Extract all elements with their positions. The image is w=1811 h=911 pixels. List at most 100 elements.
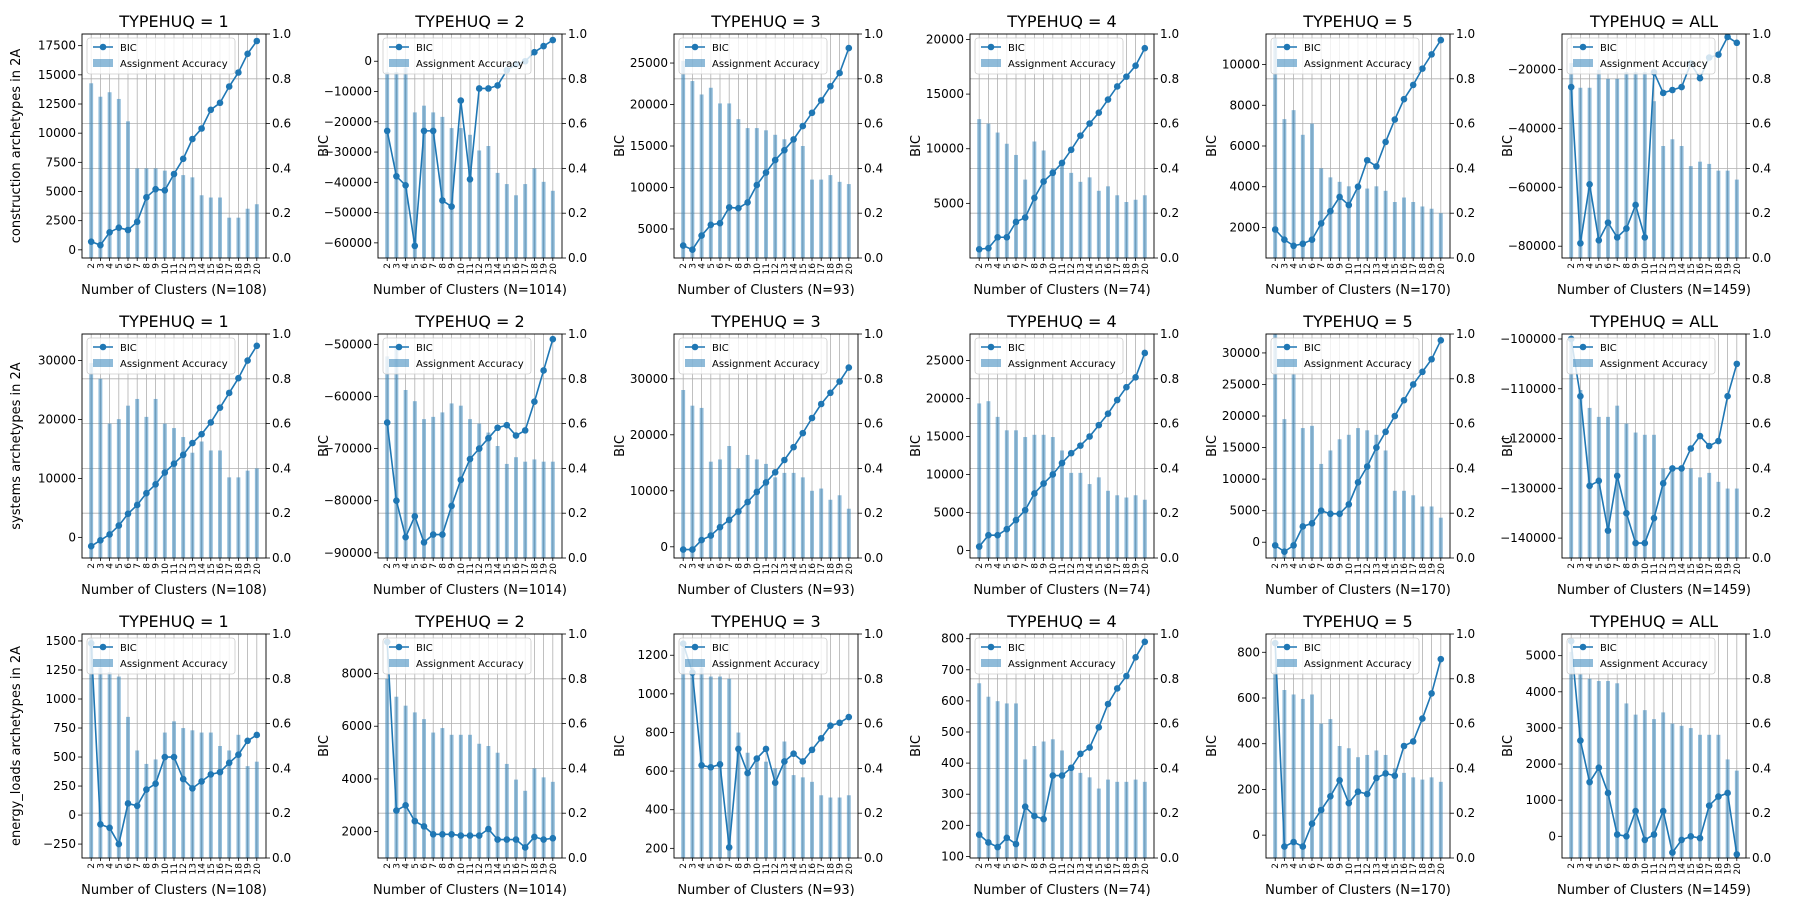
y-tick-label: 20000 <box>926 32 964 46</box>
bic-point <box>1437 36 1445 44</box>
accuracy-bar <box>172 721 176 858</box>
bic-point <box>1281 236 1288 243</box>
y2-tick-label: 0.8 <box>1752 372 1771 386</box>
legend-box <box>678 337 828 375</box>
legend-label-accuracy: Assignment Accuracy <box>120 59 228 70</box>
accuracy-bar <box>468 419 472 558</box>
bic-point <box>235 751 242 759</box>
y-tick-label: −100000 <box>1500 332 1556 346</box>
accuracy-bar <box>1429 506 1434 558</box>
bic-point <box>1641 234 1649 241</box>
y2-tick-label: 0.4 <box>568 161 587 175</box>
y-tick-label: 10000 <box>38 126 76 140</box>
x-tick-label: 3 <box>392 863 402 869</box>
bic-point <box>1632 201 1639 209</box>
accuracy-bar <box>1273 38 1278 259</box>
x-tick-label: 9 <box>1632 263 1642 269</box>
legend-label-accuracy: Assignment Accuracy <box>1008 59 1116 70</box>
bic-point <box>799 429 807 437</box>
x-tick-label: 14 <box>1086 563 1096 575</box>
accuracy-bar <box>782 472 787 558</box>
x-tick-label: 15 <box>1391 863 1401 874</box>
y-tick-label: 1000 <box>637 687 668 701</box>
x-tick-label: 4 <box>994 863 1004 869</box>
legend-label-accuracy: Assignment Accuracy <box>1304 359 1412 370</box>
x-tick-label: 5 <box>115 863 125 869</box>
x-tick-label: 14 <box>494 863 504 875</box>
x-tick-label: 6 <box>1604 263 1614 269</box>
x-tick-label: 10 <box>1345 263 1355 275</box>
bic-point <box>1623 509 1630 517</box>
accuracy-bar <box>116 98 121 259</box>
x-tick-label: 17 <box>1409 863 1419 874</box>
x-tick-label: 20 <box>845 563 855 575</box>
accuracy-bar <box>819 795 824 858</box>
y2-tick-label: 0.0 <box>864 551 883 565</box>
y-tick-label: −50000 <box>324 337 372 351</box>
bic-point <box>244 357 251 364</box>
accuracy-bar <box>837 797 842 858</box>
bic-point <box>161 753 169 761</box>
accuracy-bar <box>1106 779 1110 858</box>
accuracy-bar <box>504 763 509 858</box>
x-tick-label: 18 <box>1714 263 1724 275</box>
y-tick-label: 7500 <box>45 155 76 169</box>
x-tick-label: 13 <box>1076 563 1086 574</box>
accuracy-bar <box>727 678 732 858</box>
accuracy-bar <box>1420 506 1425 558</box>
accuracy-bar <box>1383 450 1388 558</box>
y2-tick-label: 0.2 <box>1160 806 1179 820</box>
bic-point <box>799 758 807 765</box>
x-tick-label: 2 <box>679 563 689 569</box>
x-tick-label: 10 <box>161 863 171 875</box>
y2-tick-label: 0.8 <box>1752 672 1771 686</box>
y-tick-label: 0 <box>1252 828 1260 842</box>
bic-point <box>1040 178 1047 185</box>
x-tick-label: 9 <box>448 863 458 869</box>
accuracy-bar <box>208 450 213 558</box>
x-tick-label: 12 <box>179 263 189 274</box>
accuracy-bar <box>208 732 213 858</box>
bic-point <box>1049 471 1057 478</box>
accuracy-bar <box>754 128 759 258</box>
accuracy-bar <box>1624 72 1629 258</box>
y-tick-label: 200 <box>1237 782 1260 796</box>
accuracy-bar <box>385 678 390 858</box>
bic-point <box>503 836 511 843</box>
bic-point <box>1113 83 1121 90</box>
y-tick-label: −60000 <box>324 236 372 250</box>
accuracy-bar <box>254 204 259 258</box>
x-tick-label: 4 <box>1586 563 1596 569</box>
x-tick-label: 6 <box>1012 863 1022 869</box>
y2-tick-label: 0.8 <box>568 72 587 86</box>
x-tick-label: 18 <box>1418 563 1428 575</box>
bic-point <box>1104 700 1112 708</box>
legend-marker-swatch <box>395 643 403 651</box>
x-tick-label: 13 <box>484 263 494 274</box>
y-tick-label: 15000 <box>926 430 964 444</box>
bic-point <box>716 219 724 227</box>
bic-point <box>189 785 196 792</box>
x-tick-label: 19 <box>244 563 254 575</box>
bic-point <box>1586 778 1593 786</box>
accuracy-bar <box>764 463 768 558</box>
accuracy-bar <box>745 752 750 858</box>
accuracy-bar <box>977 403 982 558</box>
x-axis-label: Number of Clusters (N=74) <box>973 583 1150 598</box>
bic-point <box>771 469 779 476</box>
subplot-r0-c4: 2000 4000 6000 8000 10000 0.0 0.2 0.4 0.6 0.8 1.0 2… <box>1205 12 1475 298</box>
x-tick-label: 11 <box>170 563 180 574</box>
x-tick-label: 18 <box>826 263 836 275</box>
accuracy-bar <box>1069 172 1074 258</box>
x-tick-label: 18 <box>530 563 540 575</box>
accuracy-bar <box>1124 202 1129 258</box>
x-tick-label: 4 <box>106 263 116 269</box>
bic-point <box>448 502 455 510</box>
y2-tick-label: 0.8 <box>272 672 291 686</box>
accuracy-bar <box>477 743 482 858</box>
accuracy-bar <box>1273 672 1278 858</box>
bic-point <box>1123 383 1130 391</box>
bic-point <box>402 801 409 809</box>
bic-point <box>689 246 696 254</box>
x-tick-label: 8 <box>734 863 744 869</box>
